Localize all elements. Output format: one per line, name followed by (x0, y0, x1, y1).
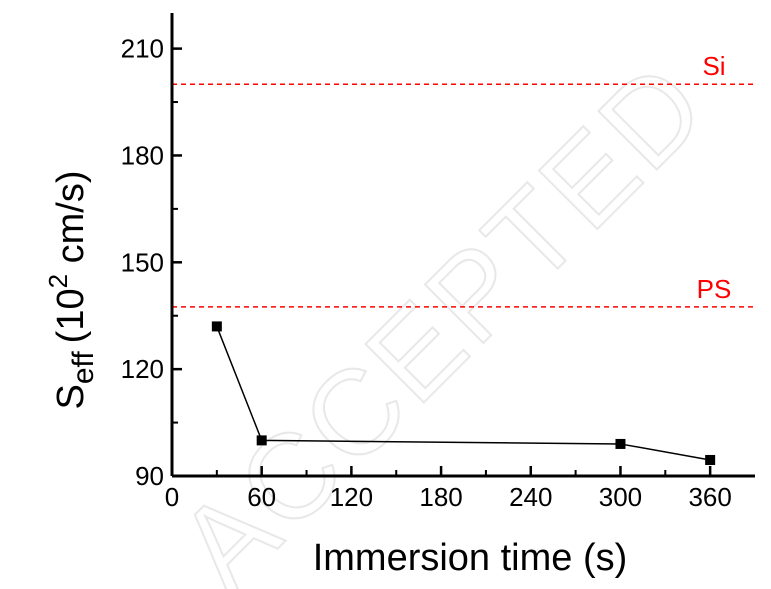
y-axis-unit-open: (10 (50, 288, 92, 343)
y-axis-subscript: eff (67, 351, 100, 384)
reference-label: PS (697, 274, 732, 304)
y-tick-label: 150 (121, 247, 164, 277)
y-tick-label: 120 (121, 354, 164, 384)
x-tick-label: 120 (330, 482, 373, 512)
reference-lines: Si PS (172, 51, 755, 308)
data-series (211, 321, 716, 465)
axes (170, 13, 755, 478)
y-tick-label: 180 (121, 140, 164, 170)
x-tick-label: 60 (247, 482, 276, 512)
series-line (216, 326, 711, 461)
data-point (256, 435, 267, 446)
tick-labels: 0 60 120 180 240 300 360 90 120 150 180 210 (121, 34, 732, 512)
reference-label: Si (702, 51, 725, 81)
y-axis-title: Seff (102 cm/s) (43, 171, 100, 410)
data-point (615, 438, 626, 449)
x-tick-label: 180 (419, 482, 462, 512)
y-tick-label: 210 (121, 34, 164, 64)
svg-text:Seff(102 cm/s): Seff (102 cm/s) (43, 171, 100, 410)
x-tick-label: 360 (688, 482, 731, 512)
x-axis-title: Immersion time (s) (313, 537, 628, 579)
y-axis-unit-rest: cm/s) (50, 171, 92, 274)
data-point (211, 321, 222, 332)
x-tick-label: 300 (599, 482, 642, 512)
y-tick-label: 90 (135, 461, 164, 491)
data-point (705, 454, 716, 465)
x-tick-label: 0 (165, 482, 179, 512)
x-tick-label: 240 (509, 482, 552, 512)
y-axis-unit-exponent: 2 (43, 274, 73, 288)
y-axis-symbol: S (50, 384, 92, 409)
